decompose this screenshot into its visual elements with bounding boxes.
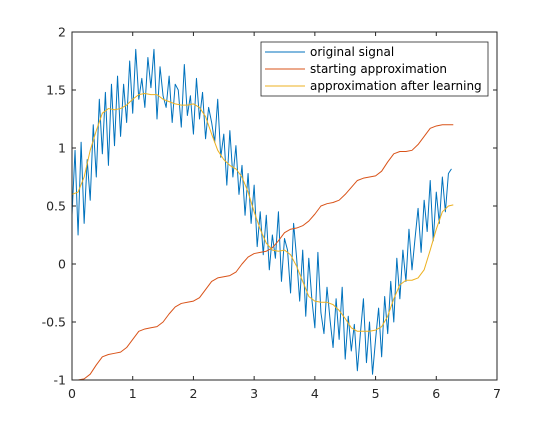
- y-tick-label: 0: [58, 257, 66, 272]
- x-tick-label: 7: [493, 386, 501, 401]
- y-tick-label: 0.5: [46, 199, 66, 214]
- series-line-approximation-after-learning: [71, 92, 454, 332]
- x-tick-label: 5: [372, 386, 380, 401]
- legend-label-approximation-after-learning: approximation after learning: [310, 79, 482, 93]
- y-tick-label: 1: [58, 141, 66, 156]
- x-tick-label: 2: [189, 386, 197, 401]
- legend: original signal starting approximation a…: [260, 41, 489, 97]
- x-axis-ticks: 0 1 2 3 4 5 6 7: [68, 32, 501, 401]
- x-tick-label: 6: [432, 386, 440, 401]
- legend-label-original-signal: original signal: [310, 45, 394, 59]
- legend-label-starting-approximation: starting approximation: [310, 62, 447, 76]
- x-tick-label: 3: [250, 386, 258, 401]
- y-tick-label: -0.5: [42, 315, 66, 330]
- y-tick-label: 1.5: [46, 83, 66, 98]
- series-line-starting-approximation: [72, 124, 454, 381]
- x-tick-label: 0: [68, 386, 76, 401]
- y-tick-label: 2: [58, 25, 66, 40]
- x-tick-label: 4: [311, 386, 319, 401]
- y-axis-ticks: -1 -0.5 0 0.5 1 1.5 2: [42, 25, 497, 388]
- y-tick-label: -1: [54, 373, 66, 388]
- x-tick-label: 1: [129, 386, 137, 401]
- plot-lines: [71, 48, 454, 381]
